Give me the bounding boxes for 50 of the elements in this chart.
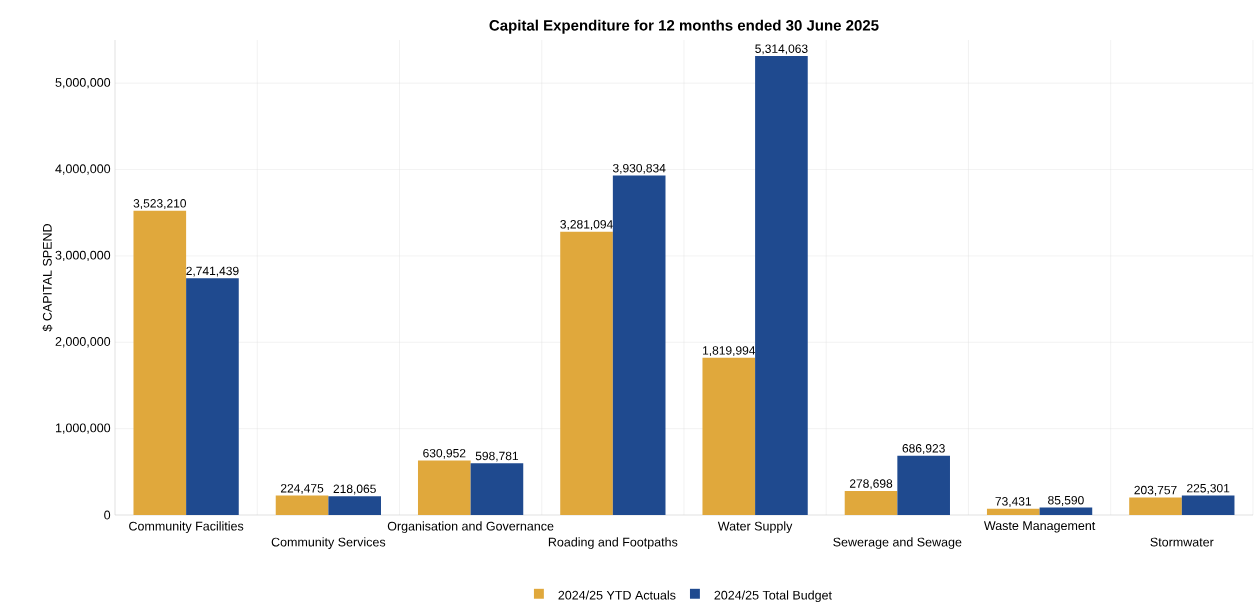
- x-tick-label: Roading and Footpaths: [548, 537, 678, 549]
- data-label: 3,281,094: [560, 220, 613, 230]
- y-tick-label: 3,000,000: [55, 250, 111, 262]
- data-label: 73,431: [995, 497, 1032, 507]
- legend-label: 2024/25 Total Budget: [714, 590, 832, 603]
- bar: [612, 175, 666, 515]
- bar: [417, 460, 471, 515]
- legend-label: 2024/25 YTD Actuals: [558, 590, 676, 600]
- bar: [1039, 507, 1093, 515]
- bar: [986, 508, 1040, 515]
- y-tick-label: 4,000,000: [55, 164, 111, 175]
- x-tick-label: Community Services: [271, 537, 386, 549]
- data-label: 203,757: [1134, 485, 1177, 496]
- data-label: 3,523,210: [133, 199, 187, 210]
- bar: [470, 463, 524, 515]
- data-label: 278,698: [849, 479, 893, 490]
- y-tick-label: 5,000,000: [55, 78, 111, 89]
- y-tick-label: 2,000,000: [55, 337, 111, 348]
- bar: [1129, 497, 1182, 515]
- bar: [186, 278, 239, 515]
- data-label: 218,065: [333, 484, 376, 495]
- data-label: 1,819,994: [703, 346, 756, 357]
- x-tick-label: Organisation and Governance: [387, 521, 554, 534]
- data-label: 3,930,834: [612, 163, 666, 174]
- bar: [755, 56, 808, 515]
- data-label: 225,301: [1187, 483, 1230, 494]
- bar: [844, 490, 898, 515]
- x-tick-label: Community Facilities: [129, 521, 244, 534]
- data-label: 5,314,063: [755, 44, 808, 55]
- data-label: 630,952: [423, 448, 466, 459]
- bar: [897, 455, 950, 515]
- bar: [275, 495, 329, 515]
- data-label: 686,923: [902, 444, 945, 454]
- data-label: 598,781: [475, 451, 519, 462]
- x-tick-label: Sewerage and Sewage: [833, 537, 962, 549]
- data-label: 2,741,439: [186, 266, 239, 277]
- data-label: 85,590: [1048, 496, 1084, 506]
- x-tick-label: Water Supply: [717, 521, 793, 534]
- bar: [133, 210, 187, 515]
- bar: [560, 231, 613, 515]
- bar: [1181, 495, 1235, 515]
- y-tick-label: 1,000,000: [55, 423, 111, 434]
- bar: [328, 496, 381, 515]
- bar: [702, 357, 756, 515]
- chart-title: Capital Expenditure for 12 months ended 30 June 2025: [489, 19, 879, 34]
- x-tick-label: Stormwater: [1150, 537, 1214, 547]
- data-label: 224,475: [280, 484, 324, 494]
- y-axis-title: $ CAPITAL SPEND: [42, 224, 53, 332]
- y-tick-label: 0: [104, 510, 111, 520]
- x-tick-label: Waste Management: [983, 521, 1096, 533]
